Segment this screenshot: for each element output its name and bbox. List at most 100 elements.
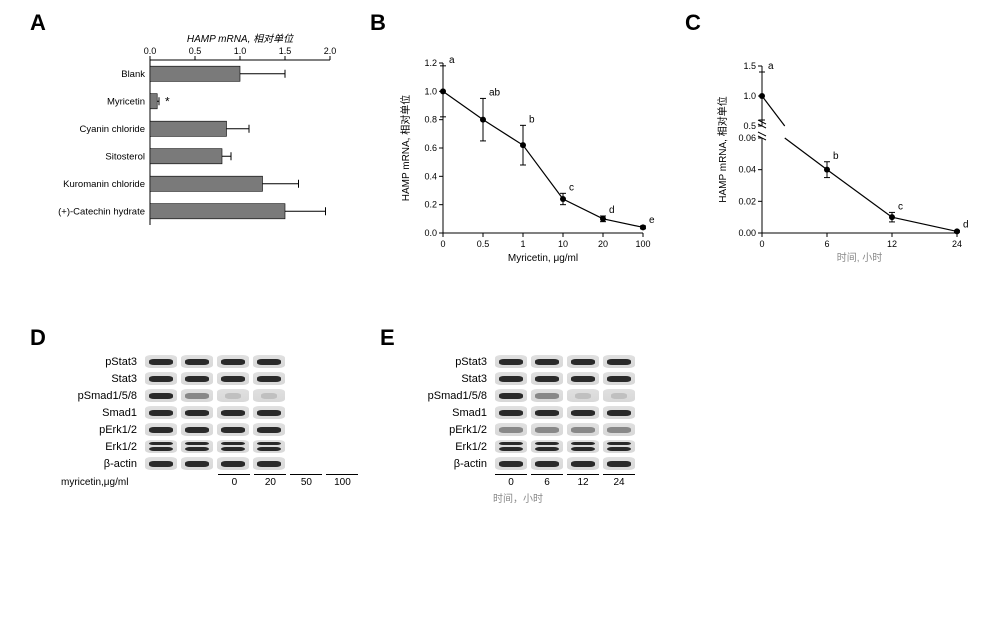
svg-text:1.5: 1.5	[743, 61, 756, 71]
blot-band	[181, 372, 213, 385]
svg-text:Myricetin: Myricetin	[107, 96, 145, 107]
svg-text:1.0: 1.0	[234, 46, 247, 56]
svg-text:0.5: 0.5	[189, 46, 202, 56]
protein-label: β-actin	[55, 458, 143, 470]
svg-text:100: 100	[635, 239, 650, 249]
panel-a-barchart: HAMP mRNA, 相对单位0.00.51.01.52.0BlankMyric…	[45, 30, 345, 250]
protein-label: Smad1	[55, 407, 143, 419]
blot-band	[217, 423, 249, 436]
blot-band	[495, 372, 527, 385]
svg-text:0.06: 0.06	[738, 133, 756, 143]
blot-band	[181, 406, 213, 419]
blot-band	[217, 389, 249, 402]
panel-e-westernblot: pStat3Stat3pSmad1/5/8Smad1pErk1/2Erk1/2β…	[405, 355, 637, 505]
protein-label: Stat3	[55, 373, 143, 385]
blot-row: β-actin	[55, 457, 360, 470]
blot-band	[181, 457, 213, 470]
blot-band	[495, 406, 527, 419]
protein-label: pStat3	[55, 356, 143, 368]
blot-band	[531, 423, 563, 436]
lane-labels: 02050100	[216, 477, 360, 488]
svg-text:12: 12	[887, 239, 897, 249]
svg-text:c: c	[898, 201, 903, 212]
blot-band	[603, 355, 635, 368]
blot-band	[145, 440, 177, 453]
blot-band	[495, 457, 527, 470]
svg-text:0.5: 0.5	[477, 239, 490, 249]
blot-band	[217, 355, 249, 368]
svg-text:0.4: 0.4	[424, 171, 437, 181]
svg-text:HAMP mRNA, 相对单位: HAMP mRNA, 相对单位	[187, 33, 294, 45]
svg-text:(+)-Catechin hydrate: (+)-Catechin hydrate	[58, 206, 145, 217]
svg-text:0.04: 0.04	[738, 165, 756, 175]
protein-label: pSmad1/5/8	[55, 390, 143, 402]
svg-text:0.2: 0.2	[424, 200, 437, 210]
svg-text:0: 0	[759, 239, 764, 249]
blot-band	[253, 372, 285, 385]
blot-band	[495, 355, 527, 368]
svg-text:6: 6	[824, 239, 829, 249]
lane-labels: 061224	[493, 477, 637, 488]
panel-label-e: E	[380, 325, 395, 351]
blot-band	[145, 355, 177, 368]
blot-band	[603, 423, 635, 436]
blot-band	[531, 457, 563, 470]
protein-label: β-actin	[405, 458, 493, 470]
protein-label: pErk1/2	[55, 424, 143, 436]
blot-row: Smad1	[405, 406, 637, 419]
blot-band	[603, 440, 635, 453]
svg-text:10: 10	[558, 239, 568, 249]
protein-label: pStat3	[405, 356, 493, 368]
svg-text:时间, 小时: 时间, 小时	[837, 251, 883, 264]
blot-band	[145, 372, 177, 385]
lane-underlines	[493, 474, 637, 475]
svg-text:1.0: 1.0	[743, 91, 756, 101]
blot-band	[181, 389, 213, 402]
svg-text:d: d	[609, 205, 615, 216]
blot-band	[181, 440, 213, 453]
svg-text:ab: ab	[489, 87, 501, 98]
svg-text:0.6: 0.6	[424, 143, 437, 153]
svg-text:Myricetin, μg/ml: Myricetin, μg/ml	[508, 253, 578, 264]
blot-band	[145, 423, 177, 436]
blot-band	[181, 355, 213, 368]
protein-label: pErk1/2	[405, 424, 493, 436]
blot-band	[531, 389, 563, 402]
blot-band	[531, 355, 563, 368]
blot-band	[567, 440, 599, 453]
blot-band	[145, 406, 177, 419]
blot-row: Smad1	[55, 406, 360, 419]
blot-band	[217, 457, 249, 470]
svg-text:1.0: 1.0	[424, 86, 437, 96]
svg-text:Cyanin chloride: Cyanin chloride	[80, 124, 145, 135]
blot-band	[531, 440, 563, 453]
blot-row: pErk1/2	[405, 423, 637, 436]
blot-band	[567, 406, 599, 419]
svg-text:0.0: 0.0	[144, 46, 157, 56]
blot-band	[253, 406, 285, 419]
svg-text:20: 20	[598, 239, 608, 249]
blot-band	[495, 440, 527, 453]
panel-label-b: B	[370, 10, 386, 36]
blot-band	[217, 406, 249, 419]
blot-band	[217, 440, 249, 453]
blot-band	[531, 406, 563, 419]
protein-label: Smad1	[405, 407, 493, 419]
svg-text:e: e	[649, 215, 655, 226]
protein-label: Erk1/2	[405, 441, 493, 453]
panel-label-c: C	[685, 10, 701, 36]
svg-text:0.0: 0.0	[424, 228, 437, 238]
svg-text:Sitosterol: Sitosterol	[105, 151, 145, 162]
panel-label-a: A	[30, 10, 46, 36]
panel-c-linechart: 0.51.01.50.000.020.040.06061224时间, 小时HAM…	[710, 35, 975, 270]
blot-band	[603, 389, 635, 402]
blot-band	[217, 372, 249, 385]
svg-text:a: a	[449, 55, 455, 66]
svg-text:2.0: 2.0	[324, 46, 337, 56]
blot-band	[531, 372, 563, 385]
svg-text:1: 1	[520, 239, 525, 249]
svg-text:Kuromanin chloride: Kuromanin chloride	[63, 179, 145, 190]
svg-text:d: d	[963, 220, 969, 231]
blot-band	[603, 457, 635, 470]
svg-text:HAMP mRNA, 相对单位: HAMP mRNA, 相对单位	[716, 96, 729, 203]
